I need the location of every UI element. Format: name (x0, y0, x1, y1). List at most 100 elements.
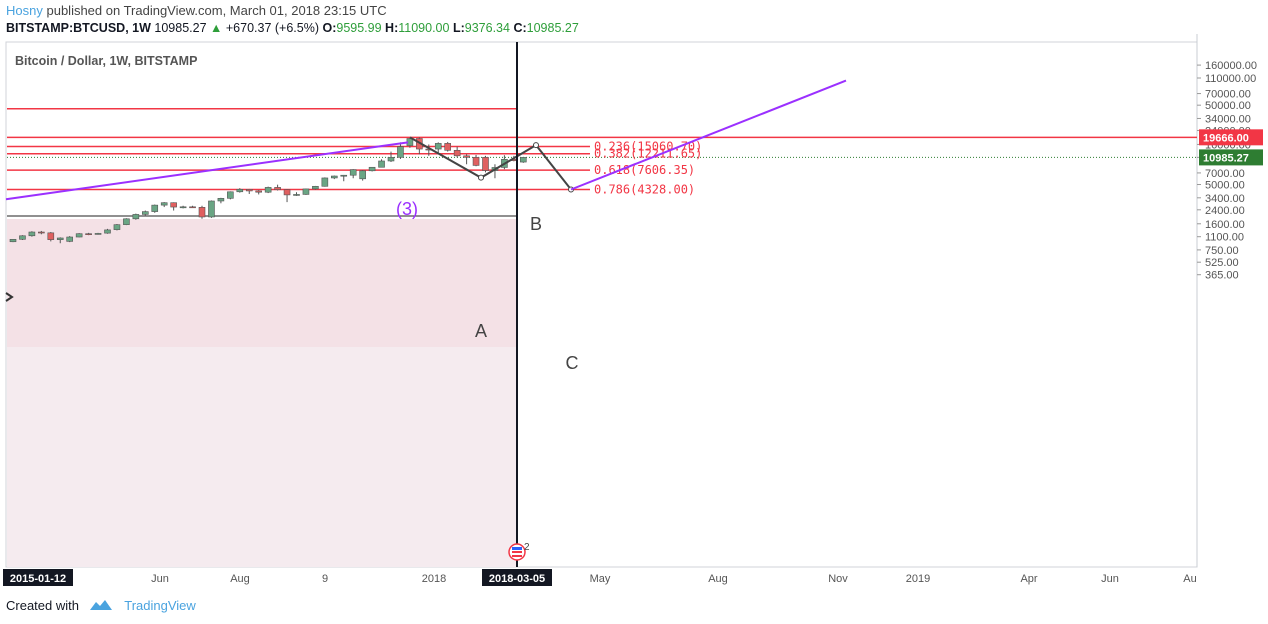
wave-label: B (530, 214, 542, 234)
tradingview-brand-link[interactable]: TradingView (124, 598, 196, 613)
candle-body (75, 233, 83, 238)
candle-body (330, 175, 338, 179)
wave-label: (3) (396, 199, 418, 219)
x-tick-label: 9 (322, 573, 328, 585)
candle-body (123, 218, 130, 225)
candle-body (434, 143, 442, 150)
abc-wave-path (409, 136, 572, 191)
high-label: H: (385, 21, 399, 35)
candle-body (113, 224, 121, 230)
candle-body (56, 237, 64, 240)
candle-body (359, 170, 366, 180)
candle-body (132, 214, 140, 220)
open-value: 9595.99 (336, 21, 382, 35)
fib-level-label: 0.618(7606.35) (594, 163, 695, 177)
tradingview-logo-icon[interactable] (89, 598, 113, 615)
chart-title: Bitcoin / Dollar, 1W, BITSTAMP (15, 54, 197, 68)
candle-body (19, 235, 26, 240)
price-label-bg (1199, 149, 1263, 166)
publish-info: published on TradingView.com, March 01, … (46, 3, 387, 18)
wave-point (478, 174, 484, 181)
close-label: C: (513, 21, 527, 35)
range-shade (7, 219, 517, 347)
x-tick-label: 2015-01-12 (10, 573, 66, 585)
y-tick-label: 3400.00 (1205, 193, 1245, 205)
candle-body (312, 185, 319, 190)
trend-line (5, 141, 409, 201)
fib-level-label: 0.786(4328.00) (594, 182, 695, 196)
candle-body (472, 157, 480, 166)
fib-level-label: 0.236(15060.70) (594, 140, 702, 154)
close-value: 10985.27 (526, 21, 579, 35)
candle-body (104, 229, 111, 234)
x-tick-label: Au (1183, 573, 1196, 585)
x-tick-label: Nov (828, 573, 848, 585)
x-tick-highlight (3, 569, 73, 586)
y-tick-label: 7000.00 (1205, 168, 1245, 180)
y-tick-label: 1100.00 (1205, 232, 1244, 244)
candle-body (264, 187, 272, 193)
price-label: 10985.27 (1203, 152, 1249, 164)
x-tick-highlight (482, 569, 552, 586)
x-tick-label: 2019 (906, 573, 930, 585)
candle-body (179, 206, 187, 209)
y-tick-label: 750.00 (1205, 245, 1239, 257)
candle-body (444, 143, 452, 151)
wave-label: C (566, 353, 579, 373)
author-name[interactable]: Hosny (6, 3, 43, 18)
x-tick-label: Jun (151, 573, 169, 585)
x-tick-label: 2018 (422, 573, 446, 585)
y-tick-label: 5000.00 (1205, 180, 1245, 192)
candle-body (368, 166, 376, 172)
event-flag-stripe (512, 555, 522, 557)
candle-body (94, 233, 102, 235)
open-label: O: (322, 21, 337, 35)
candle-body (274, 187, 281, 191)
candle-body (349, 169, 357, 176)
fib-level-label: 0.382(12211.65) (594, 147, 702, 161)
price-label-bg (1199, 129, 1263, 146)
candle-body (519, 157, 527, 163)
y-tick-label: 525.00 (1205, 257, 1239, 269)
candle-body (142, 211, 149, 215)
candle-body (387, 157, 395, 162)
event-count: 2 (524, 542, 530, 553)
candle-body (463, 155, 470, 158)
candle-body (151, 204, 159, 212)
candle-body (321, 177, 329, 187)
candle-body (236, 189, 244, 193)
candle-body (255, 190, 262, 193)
up-arrow-icon: ▲ (210, 21, 223, 35)
projection-line (570, 79, 847, 191)
candle-body (293, 194, 300, 196)
y-tick-label: 2400.00 (1205, 205, 1245, 217)
x-tick-label: Aug (230, 573, 250, 585)
x-tick-label: Aug (708, 573, 728, 585)
wave-label: A (475, 321, 487, 341)
candle-body (397, 146, 404, 158)
ohlc-line: BITSTAMP:BTCUSD, 1W 10985.27 ▲ +670.37 (… (6, 21, 579, 35)
y-tick-label: 70000.00 (1205, 89, 1251, 101)
y-tick-label: 365.00 (1205, 270, 1239, 282)
scroll-left-icon[interactable] (5, 292, 14, 302)
y-tick-label: 110000.00 (1205, 73, 1256, 85)
y-tick-label: 1600.00 (1205, 219, 1245, 231)
x-tick-label: Jun (1101, 573, 1119, 585)
candle-body (340, 174, 348, 177)
low-label: L: (452, 21, 465, 35)
candle-body (9, 239, 17, 243)
candle-body (28, 231, 36, 237)
candle-body (208, 200, 215, 218)
candle-body (378, 160, 385, 168)
candle-body (227, 191, 234, 199)
price-change: +670.37 (+6.5%) (225, 21, 319, 35)
last-price: 10985.27 (154, 21, 207, 35)
candle-body (217, 198, 225, 202)
candle-body (482, 157, 489, 171)
x-tick-label: May (590, 573, 611, 585)
low-value: 9376.34 (464, 21, 510, 35)
candle-body (38, 231, 45, 234)
x-tick-label: 2018-03-05 (489, 573, 545, 585)
event-flag-stripe (512, 551, 522, 553)
